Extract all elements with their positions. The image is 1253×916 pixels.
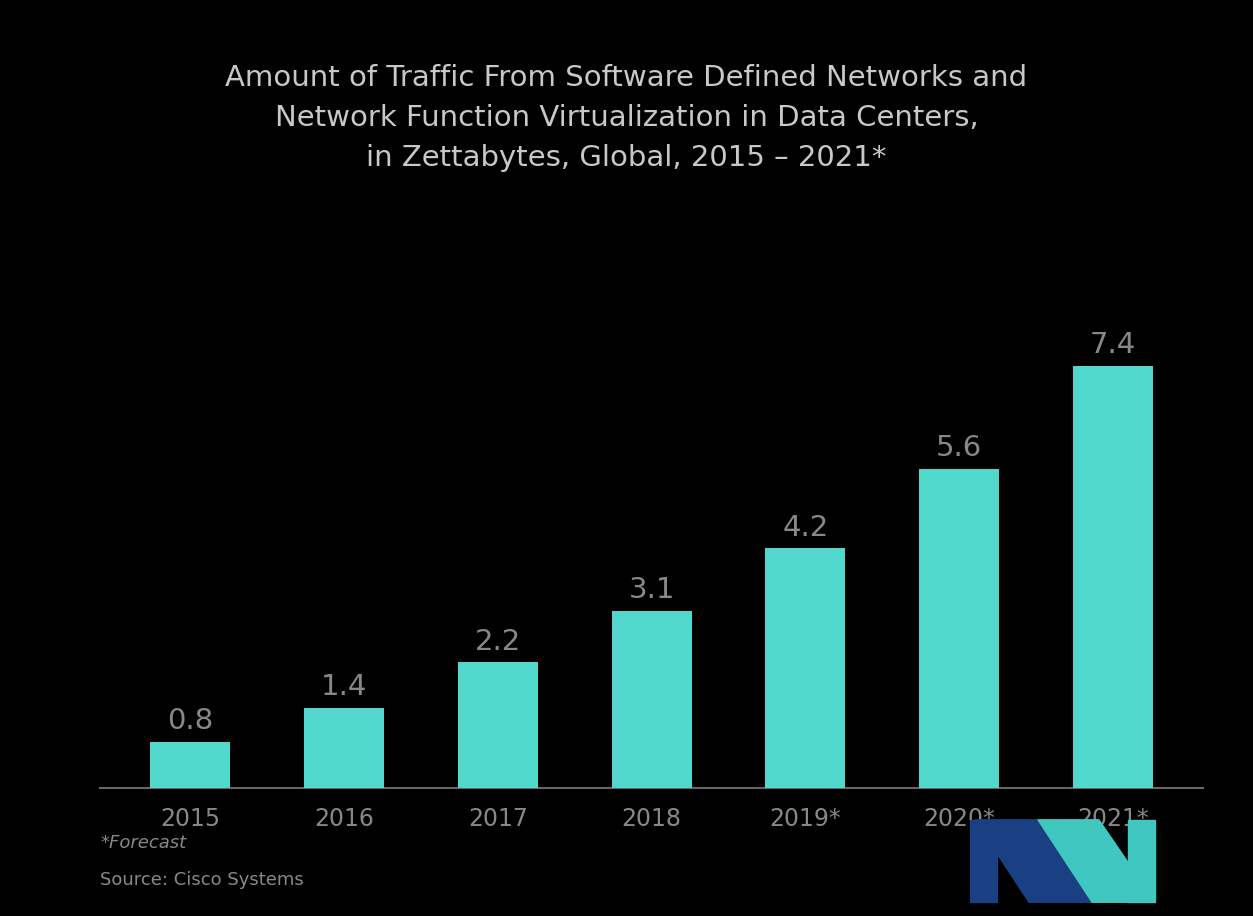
Text: Source: Cisco Systems: Source: Cisco Systems [100,870,304,889]
Bar [457,662,538,788]
Text: 7.4: 7.4 [1090,332,1136,359]
Bar [1073,366,1153,788]
Bar [150,742,231,788]
Bar [766,549,846,788]
Text: 5.6: 5.6 [936,434,982,462]
Text: 4.2: 4.2 [782,514,828,541]
Text: 3.1: 3.1 [628,576,675,605]
Bar [304,708,385,788]
Bar [611,611,692,788]
Polygon shape [1037,820,1155,902]
Text: Amount of Traffic From Software Defined Networks and
Network Function Virtualiza: Amount of Traffic From Software Defined … [226,64,1027,172]
Text: 1.4: 1.4 [321,673,367,701]
Text: 2.2: 2.2 [475,627,521,656]
Polygon shape [1128,820,1155,902]
Text: *Forecast: *Forecast [100,834,187,852]
Text: 0.8: 0.8 [167,707,213,736]
Polygon shape [975,820,1093,902]
Polygon shape [970,820,997,902]
Bar [918,469,999,788]
